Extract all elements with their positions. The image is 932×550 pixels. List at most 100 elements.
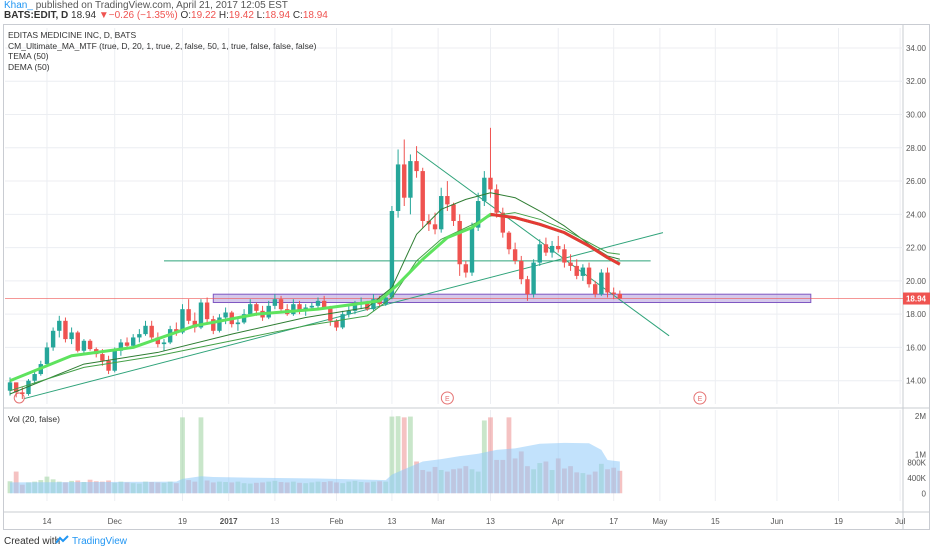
earnings-marker-icon	[693, 391, 707, 405]
created-with-text: Created with	[4, 536, 61, 547]
price-tick-label: 28.00	[906, 144, 927, 153]
candle-body	[50, 330, 56, 348]
candle-body	[106, 360, 111, 371]
candle-body	[599, 272, 604, 295]
time-tick-label: 19	[178, 517, 187, 526]
legend-tema[interactable]: TEMA (50)	[8, 51, 49, 61]
candle-body	[186, 309, 191, 321]
candle-body	[562, 249, 567, 263]
candle-body	[118, 342, 124, 351]
volume-ma-area	[10, 442, 620, 494]
low-label: L:	[256, 10, 266, 21]
candle-body	[248, 304, 253, 315]
candle-body	[611, 292, 616, 295]
time-tick-label: 15	[711, 517, 720, 526]
candle-body	[223, 312, 228, 318]
low-value: 18.94	[265, 10, 291, 21]
candle-body	[143, 325, 148, 335]
down-arrow-icon: ▼	[98, 10, 109, 21]
dema-line	[9, 212, 620, 392]
time-tick-label: Jul	[895, 517, 905, 526]
footer: Created with TradingView	[0, 531, 932, 550]
candle-body	[537, 244, 542, 263]
price-tick-label: 34.00	[906, 44, 927, 53]
candle-body	[20, 392, 25, 395]
time-tick-label: 13	[486, 517, 495, 526]
tema-line	[9, 192, 620, 395]
published-text: published on TradingView.com, April 21, …	[35, 0, 288, 11]
last-price: 18.94	[71, 10, 97, 21]
candle-body	[44, 347, 50, 365]
indicator-layer	[9, 192, 621, 395]
candle-body	[198, 302, 204, 328]
candle-body	[7, 382, 13, 391]
volume-bar	[198, 417, 204, 494]
time-tick-label: Mar	[431, 517, 445, 526]
candle-body	[445, 196, 450, 205]
tradingview-link[interactable]: TradingView	[72, 536, 128, 547]
price-tick-label: 30.00	[906, 111, 927, 120]
ohlc-line: BATS:EDIT, D 18.94 ▼−0.26 (−1.35%) O:19.…	[4, 10, 328, 21]
candle-body	[352, 304, 358, 311]
time-tick-label: Dec	[108, 517, 122, 526]
candle-body	[297, 304, 302, 311]
candle-body	[87, 340, 93, 350]
time-tick-label: 19	[834, 517, 843, 526]
volume-tick-label: 0	[922, 489, 927, 498]
price-tick-label: 14.00	[906, 377, 927, 386]
volume-tick-label: 800K	[907, 458, 926, 467]
candle-body	[57, 320, 62, 331]
earnings-marker-letter: E	[698, 396, 703, 403]
volume-bar	[408, 416, 413, 494]
chart-frame	[3, 24, 930, 530]
grid-lines	[3, 24, 930, 530]
legend-ma[interactable]: CM_Ultimate_MA_MTF (true, D, 20, 1, true…	[8, 40, 317, 51]
candle-body	[137, 334, 142, 338]
close-label: C:	[292, 10, 303, 21]
volume-bar	[180, 417, 185, 494]
volume-legend[interactable]: Vol (20, false)	[8, 414, 60, 424]
candle-body	[321, 300, 327, 308]
axes-layer: 34.00 32.00 30.00 28.00 26.00 24.00 22.00 20.00…	[43, 44, 930, 526]
candle-body	[204, 302, 210, 320]
candle-body	[580, 267, 586, 276]
time-tick-label: 17	[609, 517, 618, 526]
volume-bar	[395, 416, 401, 494]
candle-body	[519, 260, 524, 280]
candle-body	[180, 309, 185, 333]
candle-body	[593, 284, 598, 295]
candle-body	[512, 249, 518, 261]
candle-body	[439, 196, 444, 230]
candle-body	[272, 299, 278, 306]
time-tick-label: 13	[270, 517, 279, 526]
candle-body	[457, 220, 462, 265]
legend-dema[interactable]: DEMA (50)	[8, 61, 50, 72]
earnings-marker-icon	[13, 392, 25, 404]
candle-body	[211, 319, 216, 331]
candle-body	[124, 342, 130, 346]
candle-body	[500, 212, 505, 233]
symbol-label: BATS:EDIT, D	[4, 10, 69, 21]
high-label: H:	[218, 10, 229, 21]
candle-body	[395, 164, 401, 212]
candle-body	[309, 305, 315, 308]
published-line: Khan_ published on TradingView.com, Apri…	[4, 0, 288, 11]
candle-body	[506, 232, 512, 250]
candle-body	[112, 350, 117, 371]
candle-body	[69, 332, 74, 340]
author-link[interactable]: Khan_	[4, 0, 33, 11]
time-tick-label: Feb	[330, 517, 344, 526]
time-tick-label: Apr	[552, 517, 565, 526]
candle-body	[315, 300, 321, 306]
volume-tick-label: 2M	[915, 412, 926, 421]
candles-layer	[7, 127, 623, 400]
candle-body	[605, 272, 610, 293]
candle-body	[241, 314, 247, 323]
legend-title: EDITAS MEDICINE INC, D, BATS	[8, 30, 137, 40]
rising-trendline	[16, 232, 664, 402]
falling-trendline	[416, 150, 670, 337]
price-tick-label: 18.00	[906, 310, 927, 319]
candle-body	[254, 304, 259, 311]
